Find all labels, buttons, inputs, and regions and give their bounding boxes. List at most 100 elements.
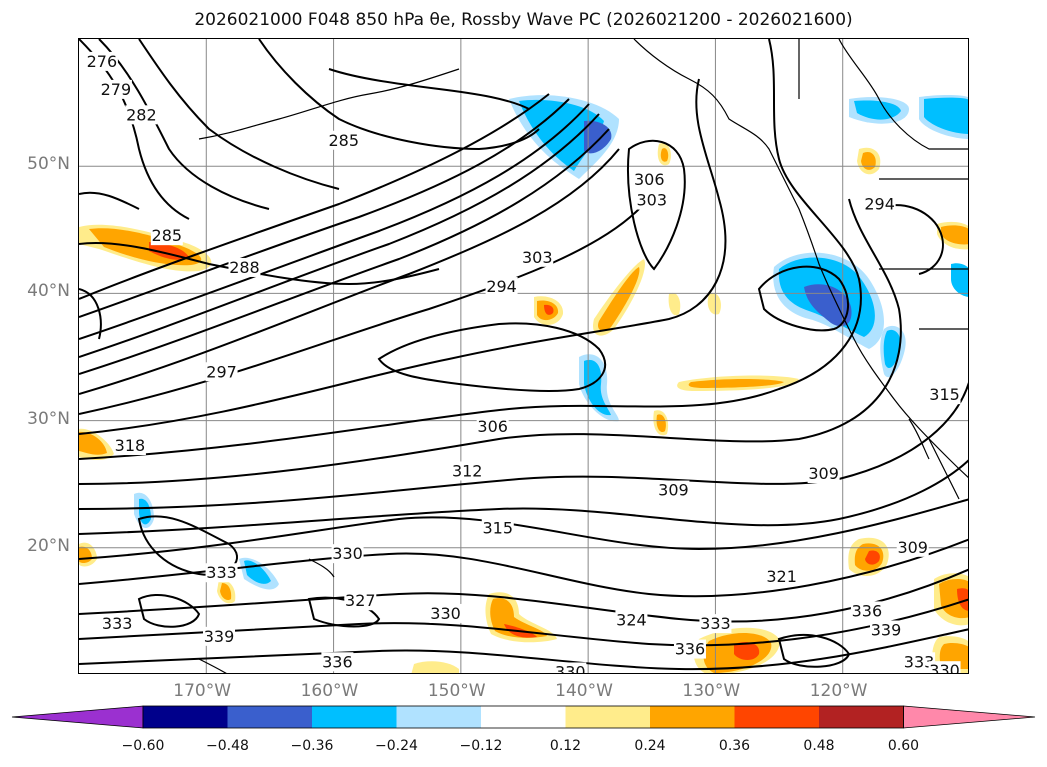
- contour-label-bg: [633, 170, 666, 190]
- contour-label: 294: [486, 277, 517, 296]
- anomaly-shade: [883, 329, 901, 369]
- coastline: [633, 39, 968, 478]
- anomaly-shade: [924, 97, 968, 134]
- colorbar-tick-label: −0.60: [121, 738, 165, 754]
- contour-label: 327: [345, 591, 376, 610]
- anomaly-shade: [688, 379, 784, 388]
- contour-label: 282: [126, 105, 157, 124]
- contour-label: 303: [522, 248, 553, 267]
- anomaly-shade: [957, 588, 968, 611]
- anomaly-shade: [544, 304, 554, 315]
- lon-tick-label: 130°W: [682, 681, 741, 701]
- contour-label-bg: [657, 480, 690, 500]
- colorbar-tick-label: −0.48: [206, 738, 249, 754]
- contour-map-svg: 276 279 282 285 285 288 294 303 306 303 294 297 306 3…: [79, 39, 968, 674]
- contour-label-bg: [125, 105, 158, 125]
- contour-label: 330: [332, 544, 363, 563]
- lon-tick-label: 160°W: [300, 681, 359, 701]
- lon-tick-label: 140°W: [555, 681, 613, 701]
- contour-label: 321: [766, 567, 797, 586]
- anomaly-shade: [584, 120, 612, 154]
- lat-tick-label: 40°N: [27, 281, 70, 302]
- theta-e-contour: [627, 139, 686, 271]
- contour-label-bg: [554, 662, 587, 673]
- contour-label: 318: [115, 436, 146, 455]
- theta-e-contour: [328, 68, 530, 110]
- lon-tick-label: 150°W: [427, 681, 486, 701]
- contour-label-bg: [615, 610, 648, 630]
- theta-e-contour: [79, 288, 102, 340]
- theta-e-contour: [79, 93, 550, 300]
- contour-label-bg: [928, 661, 961, 673]
- theta-e-contour: [757, 265, 850, 332]
- colorbar-extend-right: [903, 705, 1036, 729]
- anomaly-shade: [79, 431, 107, 455]
- anomaly-shade: [951, 263, 968, 297]
- contour-label: 333: [206, 563, 237, 582]
- contour-label-bg: [205, 362, 238, 382]
- colorbar-outline: [142, 705, 904, 729]
- anomaly-shade: [598, 267, 640, 331]
- contour-label: 303: [637, 191, 668, 210]
- theta-e-contour: [79, 78, 727, 435]
- contour-label: 333: [700, 614, 731, 633]
- contour-label-bg: [99, 79, 132, 99]
- contour-label: 306: [634, 170, 665, 189]
- contour-label: 336: [852, 601, 883, 620]
- contour-label-bg: [344, 591, 377, 611]
- contour-label: 333: [904, 652, 935, 671]
- theta-e-contour: [79, 191, 140, 210]
- theta-e-contour: [98, 39, 270, 210]
- theta-e-contours: [79, 39, 968, 671]
- anomaly-shade: [941, 225, 968, 245]
- contour-label: 309: [658, 481, 689, 500]
- lat-lon-grid: [79, 39, 968, 673]
- colorbar-segment: [312, 706, 397, 728]
- contour-label-bg: [863, 194, 896, 214]
- lon-tick-label: 120°W: [809, 681, 868, 701]
- colorbar-tick-label: 0.12: [549, 738, 582, 754]
- contour-label-bg: [673, 639, 706, 659]
- contour-label-bg: [451, 461, 484, 481]
- contour-label-bg: [635, 190, 668, 210]
- contour-label: 285: [328, 131, 359, 150]
- contour-label: 306: [477, 417, 508, 436]
- anomaly-shade: [411, 661, 459, 673]
- coastline: [879, 178, 968, 330]
- theta-e-contour: [878, 204, 944, 275]
- coastline: [798, 39, 968, 150]
- colorbar: [11, 705, 1036, 729]
- contour-label-bg: [113, 436, 146, 456]
- colorbar-tick-label: 0.48: [803, 738, 835, 754]
- theta-e-contour: [79, 538, 968, 598]
- contour-label-bg: [205, 563, 238, 583]
- theta-e-contour: [777, 633, 851, 668]
- contour-label-bg: [203, 626, 236, 646]
- contour-label-bg: [896, 537, 929, 557]
- contour-label-bg: [228, 257, 261, 277]
- coastline: [198, 558, 335, 673]
- contour-label-bg: [331, 544, 364, 564]
- anomaly-shade: [804, 284, 852, 327]
- colorbar-segment: [481, 706, 566, 728]
- theta-e-contour: [79, 459, 968, 535]
- coastline: [908, 418, 960, 500]
- contour-label: 330: [929, 661, 960, 674]
- lat-tick-label: 30°N: [27, 408, 70, 429]
- colorbar-segment: [143, 706, 228, 728]
- contour-label: 336: [675, 640, 706, 659]
- anomaly-shade: [861, 151, 876, 170]
- contour-label-bg: [903, 652, 936, 672]
- anomaly-shading-layer: [79, 94, 968, 673]
- theta-e-contour: [79, 208, 640, 415]
- colorbar-tick-label: 0.24: [634, 738, 666, 754]
- theta-e-contour: [79, 103, 590, 340]
- contour-label-bg: [928, 385, 961, 405]
- colorbar-segment: [565, 706, 650, 728]
- coastline: [198, 68, 460, 140]
- contour-label: 288: [229, 258, 260, 277]
- contour-labels: 276 279 282 285 285 288 294 303 306 303 294 297 306 3…: [85, 51, 961, 674]
- colorbar-tick-label: 0.36: [718, 738, 751, 754]
- theta-e-contour: [138, 39, 340, 190]
- colorbar-segment: [227, 706, 312, 728]
